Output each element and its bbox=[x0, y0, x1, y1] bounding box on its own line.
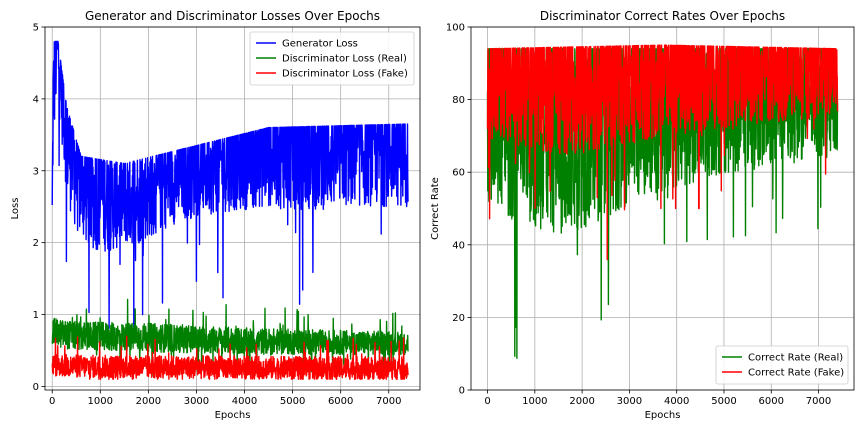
x-tick-label: 7000 bbox=[806, 396, 831, 407]
legend: Generator Loss Discriminator Loss (Real) D… bbox=[249, 31, 415, 86]
x-tick-label: 2000 bbox=[569, 396, 594, 407]
x-tick-label: 1000 bbox=[522, 396, 547, 407]
y-axis-label: Loss bbox=[10, 198, 21, 220]
y-tick-label: 100 bbox=[446, 23, 465, 34]
x-tick-label: 0 bbox=[484, 396, 490, 407]
y-tick-label: 80 bbox=[452, 95, 465, 106]
x-tick-label: 3000 bbox=[617, 396, 642, 407]
x-axis-label: Epochs bbox=[215, 410, 251, 421]
legend-entry: Correct Rate (Real) bbox=[748, 353, 843, 364]
axes-frame bbox=[44, 26, 421, 391]
y-tick-label: 4 bbox=[33, 94, 39, 105]
x-tick-label: 1000 bbox=[88, 396, 113, 407]
legend: Correct Rate (Real) Correct Rate (Fake) bbox=[715, 345, 849, 385]
x-axis-label: Epochs bbox=[645, 410, 681, 421]
y-tick-label: 1 bbox=[33, 310, 39, 321]
y-tick-label: 40 bbox=[452, 240, 465, 251]
legend-entry: Generator Loss bbox=[282, 39, 358, 50]
series-line-3 bbox=[51, 335, 409, 380]
legend-entry: Discriminator Loss (Fake) bbox=[282, 69, 408, 80]
y-tick-label: 5 bbox=[33, 23, 39, 34]
chart-1: 0 1000 2000 3000 4000 5000 6000 7000 0 1 2 3 4 5 Gener… bbox=[10, 9, 421, 421]
y-tick-label: 3 bbox=[33, 166, 39, 177]
axes-frame bbox=[470, 26, 855, 391]
x-tick-label: 6000 bbox=[328, 396, 353, 407]
x-tick-label: 4000 bbox=[232, 396, 257, 407]
legend-box bbox=[715, 345, 849, 385]
x-tick-label: 4000 bbox=[664, 396, 689, 407]
chart-title: Generator and Discriminator Losses Over … bbox=[85, 9, 380, 23]
x-tick-label: 0 bbox=[49, 396, 55, 407]
x-tick-label: 7000 bbox=[376, 396, 401, 407]
series-line-1 bbox=[51, 40, 409, 330]
x-tick-label: 6000 bbox=[759, 396, 784, 407]
legend-box bbox=[249, 31, 415, 86]
legend-entry: Discriminator Loss (Real) bbox=[282, 54, 407, 65]
series-line-2 bbox=[486, 44, 839, 261]
x-tick-label: 3000 bbox=[184, 396, 209, 407]
x-tick-label: 5000 bbox=[280, 396, 305, 407]
chart-2: 0 1000 2000 3000 4000 5000 6000 7000 0 20 40 60 80 10… bbox=[430, 9, 855, 421]
chart-title: Discriminator Correct Rates Over Epochs bbox=[540, 9, 785, 23]
y-tick-label: 60 bbox=[452, 168, 465, 179]
y-tick-label: 0 bbox=[33, 382, 39, 393]
y-tick-label: 0 bbox=[459, 386, 465, 397]
y-tick-label: 2 bbox=[33, 238, 39, 249]
legend-entry: Correct Rate (Fake) bbox=[748, 368, 844, 379]
x-tick-label: 5000 bbox=[711, 396, 736, 407]
y-tick-label: 20 bbox=[452, 313, 465, 324]
x-tick-label: 2000 bbox=[136, 396, 161, 407]
y-axis-label: Correct Rate bbox=[430, 177, 441, 240]
series-line-2 bbox=[51, 298, 409, 377]
